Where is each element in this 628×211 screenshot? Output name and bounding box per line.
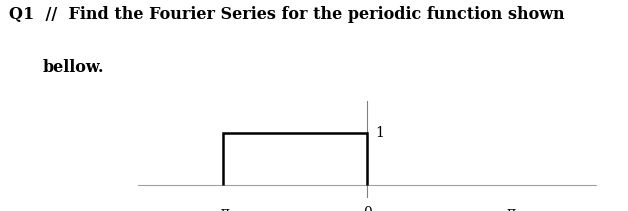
Text: bellow.: bellow. xyxy=(43,59,104,76)
Text: Q1  //  Find the Fourier Series for the periodic function shown: Q1 // Find the Fourier Series for the pe… xyxy=(9,6,565,23)
Text: 1: 1 xyxy=(376,126,384,140)
